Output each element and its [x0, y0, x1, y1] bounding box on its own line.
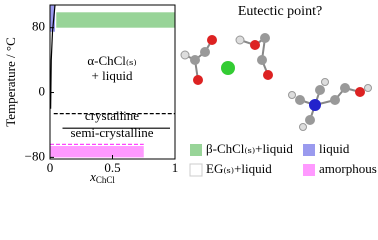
region	[56, 12, 175, 28]
y-axis-label: Temperature / °C	[3, 37, 18, 126]
region	[50, 146, 144, 158]
y-tick-label: 80	[32, 19, 45, 34]
y-tick-label: 0	[39, 84, 46, 99]
legend-label: liquid	[319, 141, 350, 156]
y-tick-label: −80	[25, 148, 45, 163]
annotation: semi-crystalline	[70, 125, 153, 140]
legend-swatch	[190, 144, 202, 156]
annotation: + liquid	[92, 68, 133, 83]
title: Eutectic point?	[238, 4, 322, 19]
legend-swatch	[189, 163, 203, 177]
legend-label: EG₍ₛ₎+liquid	[206, 161, 272, 176]
legend-swatch	[303, 144, 315, 156]
x-tick-label: 1	[172, 160, 179, 175]
annotation: crystalline	[85, 108, 139, 123]
legend-label: β-ChCl₍ₛ₎+liquid	[206, 141, 293, 156]
x-tick-label: 0	[47, 160, 54, 175]
x-tick-label: 0.5	[104, 160, 120, 175]
x-label-sub: ChCl	[96, 175, 116, 184]
annotation: α-ChCl₍ₛ₎	[87, 53, 136, 68]
x-label-main: x	[89, 169, 96, 184]
x-axis-label: xChCl	[89, 169, 115, 184]
molecules	[180, 33, 372, 131]
legend-swatch	[303, 164, 315, 176]
region	[50, 5, 55, 32]
boundary-line	[50, 4, 56, 109]
legend-label: amorphous	[319, 161, 377, 176]
